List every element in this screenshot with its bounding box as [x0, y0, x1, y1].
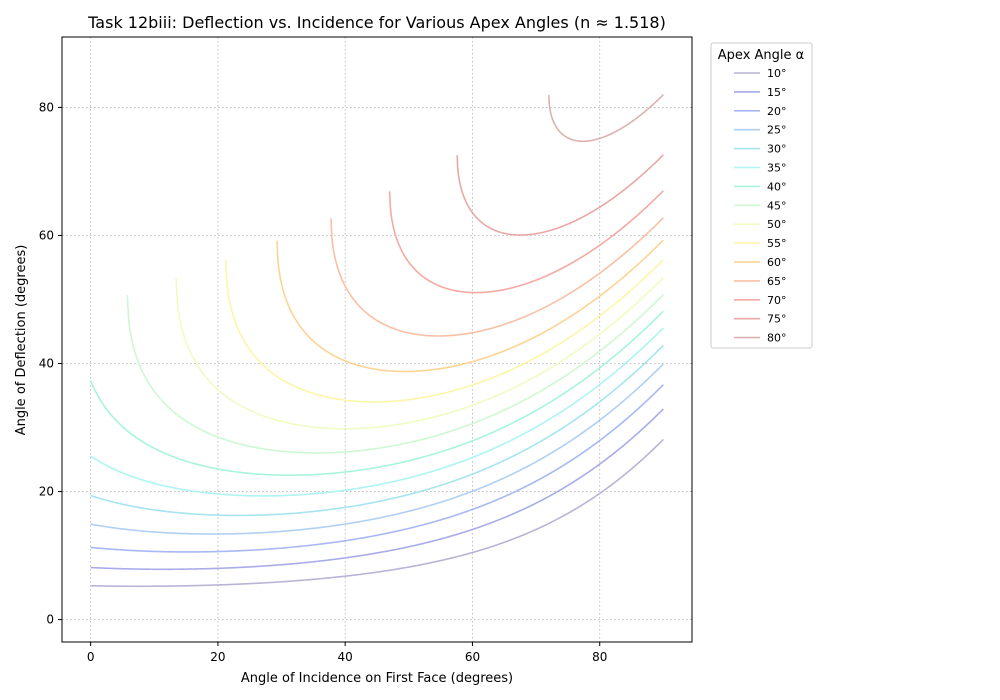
y-tick-label: 20: [39, 485, 54, 499]
series-line-15: [90, 408, 664, 571]
series-line-80: [548, 94, 664, 143]
legend-entry: 35°: [767, 162, 787, 175]
grid: [62, 37, 692, 642]
legend-entry: 80°: [767, 332, 787, 345]
y-tick-label: 40: [39, 357, 54, 371]
legend: Apex Angle α 10° 15° 20° 25° 30° 35° 40° 45° 50°…: [710, 42, 813, 349]
legend-entry: 40°: [767, 180, 787, 193]
series-line-60: [276, 239, 664, 373]
series-line-70: [388, 190, 664, 294]
series-line-55: [224, 259, 664, 403]
y-tick-label: 60: [39, 228, 54, 242]
x-axis-label: Angle of Incidence on First Face (degree…: [241, 671, 513, 686]
series-line-45: [126, 294, 664, 454]
y-axis-label: Angle of Deflection (degrees): [14, 245, 29, 436]
series-line-75: [456, 154, 664, 236]
series-line-25: [90, 363, 664, 535]
legend-entry: 60°: [767, 256, 787, 269]
legend-box: [710, 42, 813, 349]
legend-entry: 25°: [767, 124, 787, 137]
legend-entry: 65°: [767, 275, 787, 288]
legend-entry: 75°: [767, 313, 787, 326]
axis-ticks: 0 20 40 60 80 0 20 40 60 80: [39, 100, 608, 664]
x-tick-label: 60: [465, 650, 480, 664]
series-line-40: [89, 310, 664, 476]
series-line-50: [175, 277, 664, 430]
legend-entry: 55°: [767, 237, 787, 250]
legend-entry: 10°: [767, 67, 787, 80]
y-tick-label: 0: [46, 613, 54, 627]
chart-title: Task 12biii: Deflection vs. Incidence fo…: [87, 13, 666, 32]
legend-entry: 50°: [767, 218, 787, 231]
series-line-30: [90, 344, 664, 517]
series-line-35: [90, 327, 664, 497]
legend-items: 10° 15° 20° 25° 30° 35° 40° 45° 50° 55° 60° 65° 70° 7…: [734, 67, 787, 345]
series-line-65: [330, 217, 664, 337]
legend-entry: 15°: [767, 86, 787, 99]
x-tick-label: 0: [87, 650, 95, 664]
legend-entry: 70°: [767, 294, 787, 307]
plot-area-frame: [61, 36, 693, 643]
legend-entry: 45°: [767, 199, 787, 212]
legend-title: Apex Angle α: [718, 48, 804, 63]
series-line-10: [90, 438, 664, 588]
x-tick-label: 40: [338, 650, 353, 664]
series-line-20: [90, 384, 664, 553]
x-tick-label: 80: [592, 650, 607, 664]
y-tick-label: 80: [39, 100, 54, 114]
plot-series: [89, 94, 664, 588]
legend-entry: 30°: [767, 143, 787, 156]
x-tick-label: 20: [210, 650, 225, 664]
legend-entry: 20°: [767, 105, 787, 118]
